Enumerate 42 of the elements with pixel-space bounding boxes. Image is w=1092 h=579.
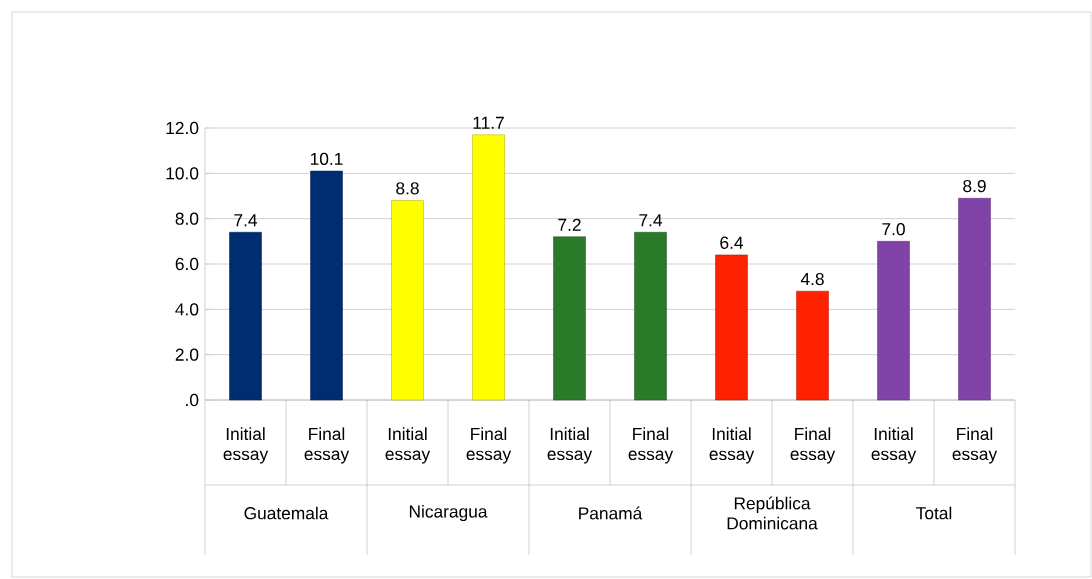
y-tick-label: .0 xyxy=(186,393,199,407)
x-tick-label: Initial essay xyxy=(223,427,269,464)
y-tick-label: 12.0 xyxy=(166,121,199,135)
y-tick-label: 4.0 xyxy=(175,303,199,316)
y-tick-label: 6.0 xyxy=(175,257,199,271)
bar xyxy=(715,254,748,401)
x-tick-label: Initial essay xyxy=(709,427,755,464)
data-label: 7.2 xyxy=(558,218,581,231)
y-tick-label: 8.0 xyxy=(175,212,199,225)
x-tick-label: Initial essay xyxy=(385,427,431,464)
bar xyxy=(472,134,505,401)
data-label: 4.8 xyxy=(800,272,824,286)
data-label: 7.4 xyxy=(234,214,258,227)
y-tick-label: 10.0 xyxy=(166,167,199,180)
data-label: 8.8 xyxy=(396,182,419,195)
x-tick-label: Final essay xyxy=(790,427,836,464)
text: Total xyxy=(916,506,952,520)
bar xyxy=(634,232,667,401)
data-label: 6.4 xyxy=(720,236,744,249)
text: República Dominicana xyxy=(727,496,818,530)
bar xyxy=(958,198,991,401)
y-tick-label: 2.0 xyxy=(175,348,199,361)
data-label: 10.1 xyxy=(310,152,343,166)
x-tick-label: Initial essay xyxy=(547,427,593,464)
data-label: 7.0 xyxy=(882,223,905,236)
x-tick-label: Final essay xyxy=(952,427,998,464)
data-label: 11.7 xyxy=(473,116,504,129)
text: Nicaragua xyxy=(409,504,488,522)
text: Guatemala xyxy=(244,506,329,520)
bar xyxy=(877,241,910,401)
data-label: 8.9 xyxy=(963,179,986,193)
bar xyxy=(310,170,343,401)
text: Panamá xyxy=(579,506,643,520)
bar xyxy=(553,236,586,401)
x-tick-label: Final essay xyxy=(466,427,512,464)
x-tick-label: Final essay xyxy=(304,427,350,464)
x-tick-label: Initial essay xyxy=(871,427,917,464)
bar xyxy=(229,232,262,401)
bar xyxy=(796,290,829,401)
bar xyxy=(391,200,424,401)
x-tick-label: Final essay xyxy=(628,427,674,464)
data-label: 7.4 xyxy=(639,214,663,227)
